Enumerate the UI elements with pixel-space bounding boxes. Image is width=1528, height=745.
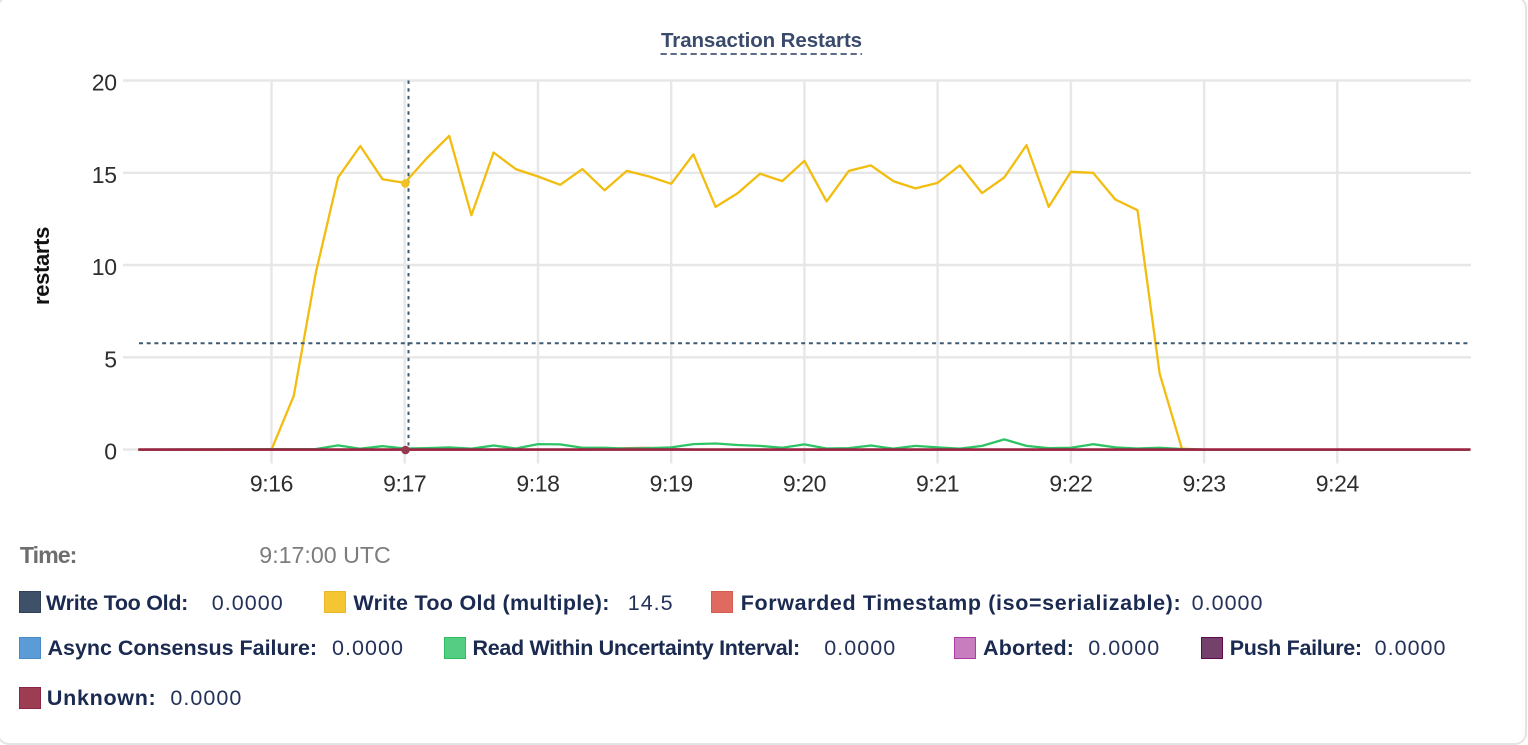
- svg-text:restarts: restarts: [29, 227, 54, 305]
- svg-text:9:16: 9:16: [250, 471, 293, 497]
- svg-text:15: 15: [92, 162, 117, 188]
- svg-text:9:19: 9:19: [650, 471, 693, 497]
- svg-text:9:22: 9:22: [1049, 471, 1092, 497]
- svg-text:Transaction Restarts: Transaction Restarts: [661, 29, 862, 52]
- svg-text:9:18: 9:18: [516, 471, 559, 497]
- svg-text:9:21: 9:21: [916, 471, 959, 497]
- svg-text:0: 0: [104, 439, 116, 465]
- svg-text:10: 10: [92, 254, 117, 280]
- svg-text:20: 20: [92, 70, 117, 96]
- svg-text:9:17: 9:17: [383, 471, 426, 497]
- svg-text:5: 5: [104, 346, 116, 372]
- svg-text:9:24: 9:24: [1316, 471, 1360, 497]
- svg-text:9:20: 9:20: [783, 471, 826, 497]
- svg-text:9:23: 9:23: [1183, 471, 1226, 497]
